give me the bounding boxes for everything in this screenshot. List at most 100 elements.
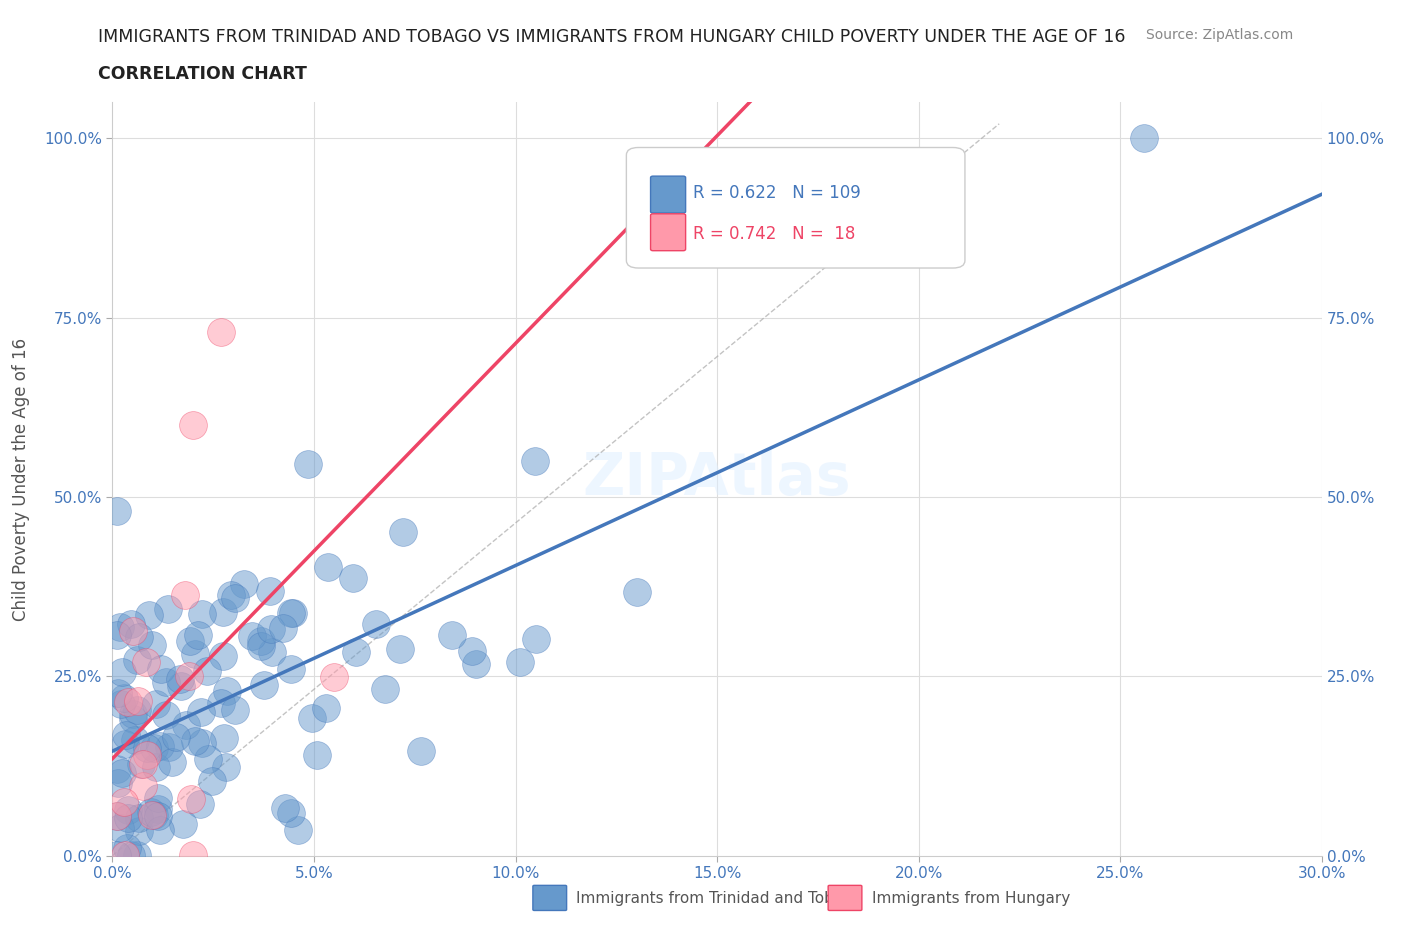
Point: [120, 847, 142, 862]
Point: [318, 559, 340, 574]
Point: [409, 743, 432, 758]
Point: [297, 457, 319, 472]
Text: CORRELATION CHART: CORRELATION CHART: [98, 65, 308, 83]
Point: [465, 657, 488, 671]
Point: [461, 644, 484, 658]
Point: [181, 418, 204, 432]
Point: [224, 591, 246, 605]
Point: [389, 642, 412, 657]
Point: [287, 823, 309, 838]
Point: [135, 655, 157, 670]
Text: Immigrants from Hungary: Immigrants from Hungary: [872, 891, 1070, 906]
Point: [128, 824, 150, 839]
Point: [391, 525, 413, 540]
Point: [145, 697, 167, 711]
Point: [305, 748, 328, 763]
Point: [212, 730, 235, 745]
Point: [191, 606, 214, 621]
Point: [209, 325, 232, 339]
Text: ZIPAtlas: ZIPAtlas: [582, 450, 852, 508]
Point: [180, 792, 202, 807]
Point: [250, 633, 273, 648]
Point: [155, 675, 177, 690]
Point: [105, 628, 128, 643]
Point: [301, 711, 323, 725]
Point: [201, 774, 224, 789]
Point: [260, 644, 283, 659]
Point: [149, 738, 172, 753]
Point: [112, 691, 135, 706]
Point: [323, 670, 346, 684]
Point: [280, 662, 302, 677]
Point: [124, 733, 146, 748]
Point: [120, 617, 142, 631]
Point: [219, 587, 242, 602]
Point: [240, 628, 263, 643]
Point: [127, 693, 149, 708]
Point: [105, 809, 128, 824]
Point: [111, 665, 134, 680]
Point: [131, 778, 153, 793]
Point: [105, 504, 128, 519]
Point: [172, 817, 194, 831]
Point: [122, 707, 145, 722]
Point: [115, 728, 138, 743]
FancyBboxPatch shape: [651, 214, 686, 251]
Point: [128, 629, 150, 644]
Point: [215, 684, 238, 699]
Point: [271, 620, 294, 635]
Point: [232, 577, 254, 591]
Point: [165, 730, 187, 745]
Point: [105, 808, 128, 823]
Point: [131, 756, 153, 771]
Point: [155, 708, 177, 723]
Point: [191, 736, 214, 751]
Point: [125, 703, 148, 718]
Point: [145, 760, 167, 775]
Point: [211, 648, 233, 663]
Point: [259, 583, 281, 598]
Point: [374, 682, 396, 697]
Point: [509, 655, 531, 670]
Point: [111, 765, 134, 780]
Point: [160, 754, 183, 769]
Point: [626, 584, 648, 599]
Point: [184, 734, 207, 749]
Point: [524, 631, 547, 646]
Point: [136, 747, 159, 762]
Point: [128, 811, 150, 826]
Point: [174, 718, 197, 733]
Point: [281, 605, 304, 620]
Text: Immigrants from Trinidad and Tobago: Immigrants from Trinidad and Tobago: [576, 891, 863, 906]
Point: [110, 820, 132, 835]
Point: [274, 801, 297, 816]
Point: [315, 700, 337, 715]
Point: [169, 671, 191, 686]
Point: [105, 847, 128, 862]
Point: [107, 685, 129, 700]
Point: [112, 794, 135, 809]
Point: [440, 627, 463, 642]
Point: [114, 737, 136, 752]
Point: [146, 802, 169, 817]
Point: [138, 607, 160, 622]
Point: [190, 704, 212, 719]
Point: [146, 808, 169, 823]
Text: IMMIGRANTS FROM TRINIDAD AND TOBAGO VS IMMIGRANTS FROM HUNGARY CHILD POVERTY UND: IMMIGRANTS FROM TRINIDAD AND TOBAGO VS I…: [98, 28, 1126, 46]
Point: [179, 669, 201, 684]
Point: [149, 822, 172, 837]
Point: [344, 644, 367, 659]
Point: [523, 453, 546, 468]
Point: [156, 602, 179, 617]
Point: [107, 776, 129, 790]
Point: [125, 847, 148, 862]
Point: [143, 808, 166, 823]
Point: [117, 694, 139, 709]
Point: [114, 847, 136, 862]
Point: [1133, 131, 1156, 146]
Point: [141, 637, 163, 652]
Text: R = 0.622   N = 109: R = 0.622 N = 109: [693, 184, 860, 202]
Point: [170, 679, 193, 694]
Point: [214, 760, 236, 775]
Point: [179, 634, 201, 649]
